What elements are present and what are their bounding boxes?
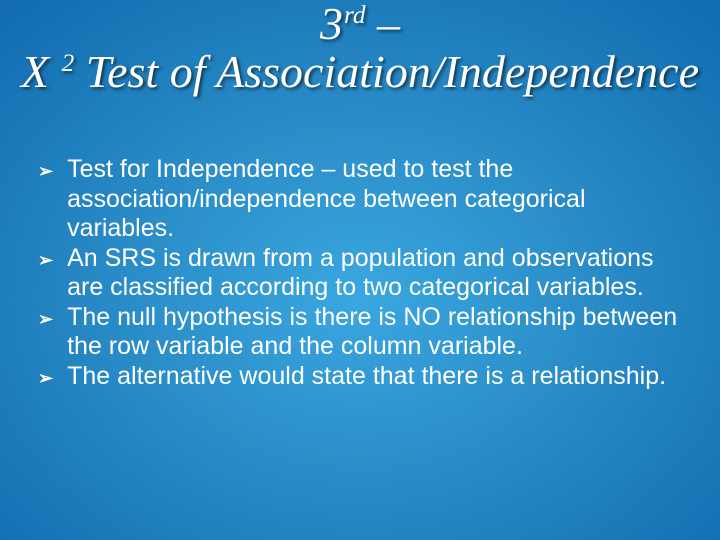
bullet-text: The null hypothesis is there is NO relat… <box>67 303 678 362</box>
bullet-marker-icon: ➢ <box>38 303 67 335</box>
title-l1-sup: rd <box>344 1 366 29</box>
slide-title: 3rd – Χ 2 Test of Association/Independen… <box>0 0 720 97</box>
bullet-list: ➢ Test for Independence – used to test t… <box>38 155 678 394</box>
title-l1-pre: 3 <box>320 0 343 49</box>
title-l2-pre: Χ <box>21 46 61 97</box>
title-line-1: 3rd – <box>0 0 720 48</box>
list-item: ➢ The alternative would state that there… <box>38 362 678 394</box>
bullet-text: An SRS is drawn from a population and ob… <box>67 244 678 303</box>
title-line-2: Χ 2 Test of Association/Independence <box>0 48 720 96</box>
list-item: ➢ The null hypothesis is there is NO rel… <box>38 303 678 362</box>
list-item: ➢ An SRS is drawn from a population and … <box>38 244 678 303</box>
title-l2-sup: 2 <box>62 49 75 77</box>
bullet-marker-icon: ➢ <box>38 244 67 276</box>
list-item: ➢ Test for Independence – used to test t… <box>38 155 678 244</box>
title-l1-post: – <box>366 0 401 49</box>
bullet-marker-icon: ➢ <box>38 155 67 187</box>
bullet-text: The alternative would state that there i… <box>67 362 678 392</box>
bullet-text: Test for Independence – used to test the… <box>67 155 678 244</box>
bullet-marker-icon: ➢ <box>38 362 67 394</box>
title-l2-post: Test of Association/Independence <box>74 46 699 97</box>
